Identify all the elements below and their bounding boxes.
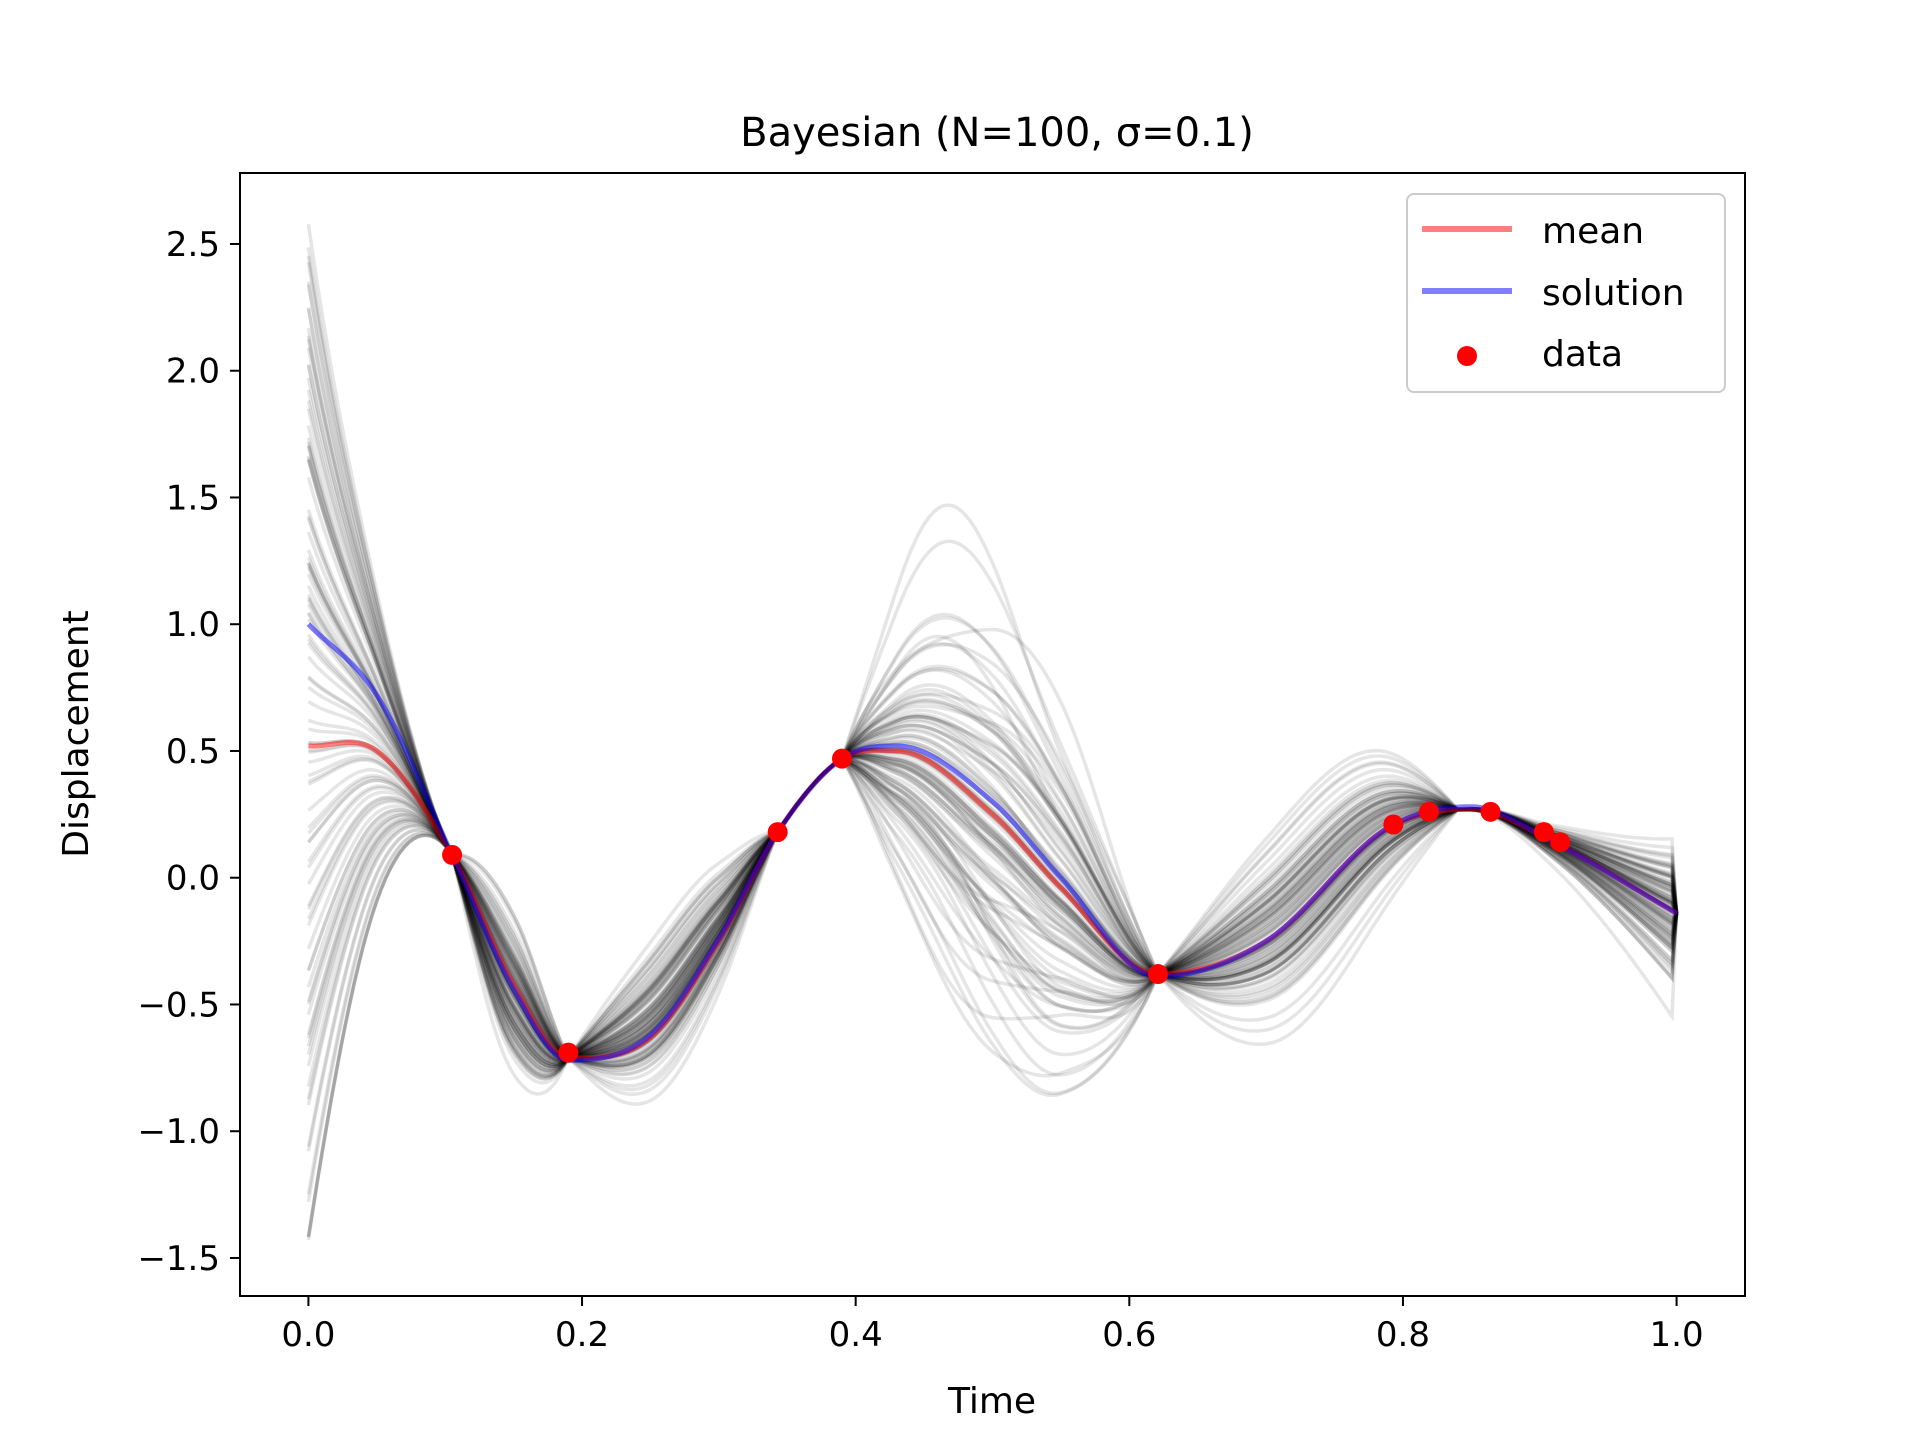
y-tick-label: 0.5 [166,732,220,772]
data-point [832,748,852,769]
posterior-sample-line [307,655,1679,1061]
posterior-sample-line [306,476,1679,1062]
data-point [1480,801,1501,822]
plot-frame [239,172,1746,1297]
chart-title: Bayesian (N=100, σ=0.1) [740,110,1254,156]
x-tick-label: 0.4 [829,1315,883,1355]
legend-box [1406,193,1726,393]
y-tick-label: −1.0 [137,1112,220,1152]
posterior-sample-line [306,327,1679,1067]
solution-line [306,622,1678,1063]
posterior-sample-line [306,509,1679,1064]
y-tick-label: 2.5 [166,225,220,265]
data-point [767,822,788,843]
y-axis: −1.5 −1.0 −0.5 0.0 0.5 1.0 1.5 2.0 2.5 [137,225,240,1279]
data-point [1533,822,1554,843]
data-point [1550,832,1571,853]
y-axis-label: Displacement [56,610,97,857]
data-point [1418,801,1439,822]
legend-data-swatch [1457,346,1477,366]
posterior-sample-line [306,734,1679,1060]
posterior-sample-line [306,633,1679,1076]
posterior-sample-line [306,261,1679,1065]
data-point [1383,814,1404,835]
y-tick-label: −1.5 [137,1239,220,1279]
data-points [442,748,1571,1063]
posterior-sample-line [308,743,1679,1074]
y-tick-label: −0.5 [137,985,220,1025]
y-tick-label: 1.0 [166,605,220,645]
posterior-sample-line [307,641,1679,1071]
posterior-sample-line [306,457,1679,1078]
data-point [1148,964,1169,985]
posterior-sample-line [306,756,1679,1073]
data-point [558,1042,579,1063]
legend-data-label: data [1542,334,1623,375]
posterior-sample-line [306,338,1679,1080]
y-tick-label: 0.0 [166,859,220,899]
x-tick-label: 0.2 [555,1315,609,1355]
posterior-sample-line [306,756,1679,1098]
x-tick-label: 0.6 [1102,1315,1156,1355]
posterior-sample-line [307,727,1679,1081]
x-tick-label: 1.0 [1650,1315,1704,1355]
series-lines [306,622,1678,1063]
posterior-sample-line [306,400,1679,1078]
posterior-sample-line [306,693,1679,1203]
posterior-sample-line [306,441,1679,1062]
posterior-sample-line [306,664,1679,1067]
x-tick-label: 0.8 [1376,1315,1430,1355]
posterior-sample-line [308,723,1679,1073]
data-point [442,844,463,865]
posterior-sample-line [306,618,1678,1060]
x-tick-label: 0.0 [281,1315,335,1355]
x-axis-label: Time [947,1381,1036,1422]
posterior-sample-line [306,363,1679,1067]
legend-mean-label: mean [1542,211,1644,252]
x-axis: 0.0 0.2 0.4 0.6 0.8 1.0 [281,1296,1704,1355]
legend-solution-label: solution [1542,273,1685,314]
posterior-sample-line [307,756,1679,1069]
posterior-sample-line [306,692,1678,1152]
posterior-sample-line [306,740,1679,1078]
legend: mean solution data [1406,193,1726,393]
posterior-sample-line [307,718,1679,1060]
y-tick-label: 1.5 [166,478,220,518]
y-tick-label: 2.0 [166,352,220,392]
